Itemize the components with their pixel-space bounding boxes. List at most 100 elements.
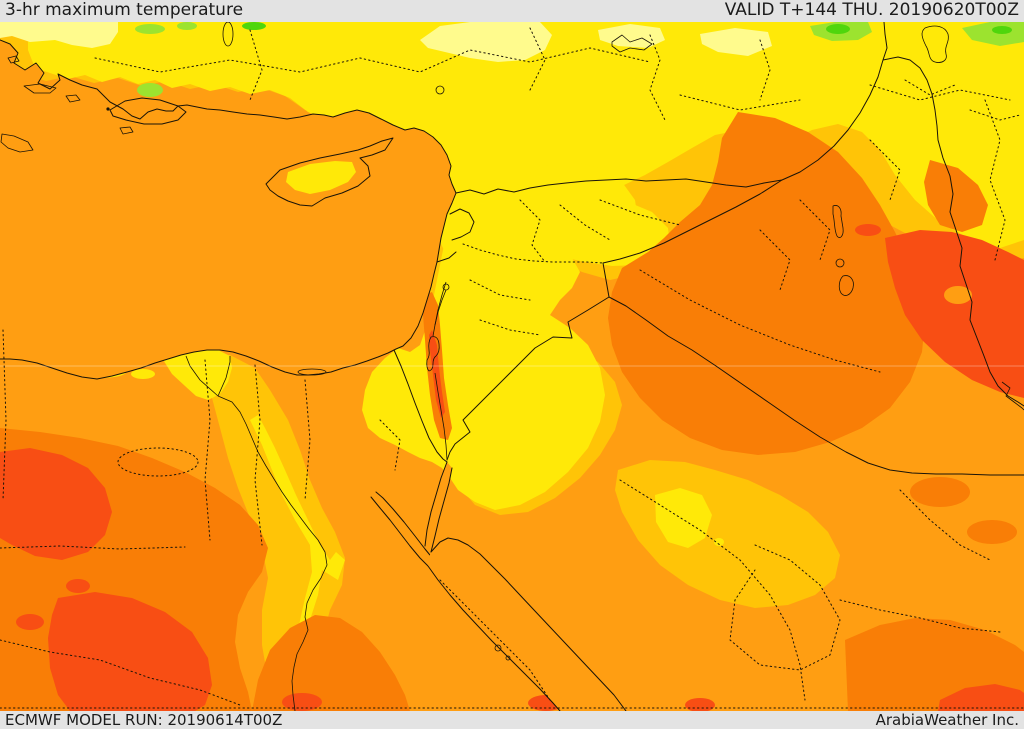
gulf-of-suez-west-shore [370,496,429,567]
lake-razazah [838,275,854,296]
lake-urmia [921,25,949,63]
bardawil-lagoon [297,368,327,376]
footer-bar: ECMWF MODEL RUN: 20190614T00Z ArabiaWeat… [0,711,1024,729]
fill-red-small-2 [66,579,90,593]
sea-fill [0,40,456,379]
border-syria-iraq-saudi [602,179,1024,476]
fill-dark-egypt-east [252,615,410,711]
temperature-fill-layers [0,22,1024,711]
fill-dark-east-patch [910,477,970,507]
red-sea [370,461,628,711]
gulf-of-suez-fill [371,492,434,566]
cyprus-island [265,137,394,207]
fill-green-sw-taurus [137,83,163,97]
lake-egirdir [222,22,234,47]
fill-green-east-core [826,24,850,34]
map-title: 3-hr maximum temperature [5,0,244,20]
fill-red-bottom-1 [282,693,322,711]
admin-saudi-east [839,489,1001,633]
admin-egypt-left [0,329,241,706]
fill-red-egypt-a [0,448,112,560]
islet-3 [119,126,134,135]
fill-green-1 [135,24,165,34]
border-kuwait [1001,381,1024,411]
fill-red-se-corner [938,684,1024,711]
gulf-of-aqaba-fill [425,462,452,552]
border-israel-egypt [393,349,448,463]
fill-dark-iraq [608,112,925,455]
admin-sinai [379,419,401,471]
admin-turkey-3 [679,84,1011,111]
rhodes-town-dot [106,107,110,111]
fill-yellow-saudi-core [655,488,712,548]
fill-red-hole [944,286,972,304]
rhodes-island [109,97,187,125]
cyprus-yellow-core [286,161,356,194]
fill-green-3 [242,22,266,30]
coastline [0,39,457,380]
mediterranean-sea [0,39,457,380]
admin-redsea-coast [439,579,551,701]
border-jordan-syria [462,243,604,264]
fill-red-egypt-b [48,592,212,711]
fill-yellow-anatolia [28,22,1024,296]
islet-2 [7,55,20,64]
model-run-label: ECMWF MODEL RUN: 20190614T00Z [5,711,283,729]
karpathos-island [0,133,34,153]
nile-delta-branch-west [185,355,219,397]
border-jordan-saudi [446,296,610,461]
admin-urmia [904,79,956,96]
fill-green-2 [177,22,197,30]
fill-amber-nile [160,355,345,711]
border-israel-north [436,251,457,263]
gulf-of-aqaba-east-shore [430,467,453,553]
fill-red-small-1 [16,614,44,630]
fill-red-spur [855,224,881,236]
fill-yellow-delta [162,349,232,400]
valid-time-label: VALID T+144 THU. 20190620T00Z [724,0,1019,20]
admin-saudi-long [619,479,806,701]
admin-qattara-oval [117,447,199,477]
fill-green-ne-core [992,26,1012,34]
red-sea-east-shore [430,537,627,711]
kos-island [23,83,57,94]
border-lebanon [449,208,475,241]
fill-dark-ne-foothills [924,160,988,232]
admin-turkey-1 [94,47,651,73]
admin-zagros [969,99,1021,261]
fill-red-valley-core [429,330,445,418]
red-sea-islet-1 [494,644,502,652]
gulf-of-aqaba-west-shore [424,461,448,547]
ataturk-reservoir [611,34,653,53]
admin-egypt-horizontal [0,545,186,550]
admin-egypt-verticals [204,359,311,546]
fill-yellow-coast-spot-2 [131,369,155,379]
fill-pale-central-anatolia [420,22,552,62]
red-sea-islet-2 [505,655,511,661]
fill-pale-nw-corner [0,22,118,48]
border-jordan-valley [434,281,448,461]
dead-sea [426,336,440,372]
lake-habbaniyah [835,258,845,268]
temperature-map [0,22,1024,711]
admin-syria-desert [639,269,881,373]
admin-boundaries [0,27,1024,709]
nile-river [217,395,328,711]
red-sea-fill [428,538,628,711]
lakes [222,22,949,376]
fill-yellow-saudi-dot [714,538,724,546]
country-borders [393,22,1024,476]
border-turkey-syria-iraq-iran [455,22,1024,407]
admin-iraq-1 [759,139,901,291]
islet-1 [65,94,81,103]
admin-syria-1 [519,199,681,263]
header-bar: 3-hr maximum temperature VALID T+144 THU… [0,0,1024,22]
gulf-of-suez-east-shore [375,491,435,561]
admin-jordan [469,279,541,336]
fill-pale-top-4 [700,28,772,56]
lake-amik [435,85,445,95]
admin-turkey-2 [249,27,771,121]
fill-red-ne-iraq [885,230,1024,398]
red-sea-west-shore [427,565,561,711]
